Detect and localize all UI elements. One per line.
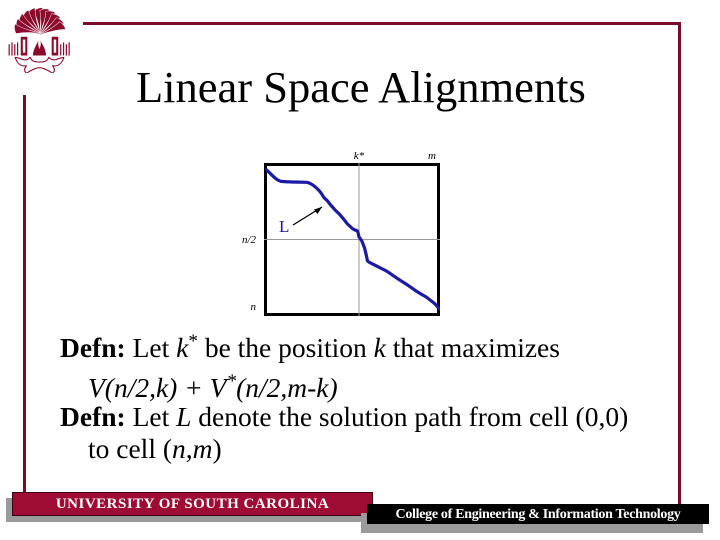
svg-text:n: n [251,301,257,313]
svg-text:k*: k* [354,150,365,162]
svg-text:L: L [279,217,289,236]
svg-text:m: m [428,150,436,162]
svg-text:n/2: n/2 [242,234,257,246]
